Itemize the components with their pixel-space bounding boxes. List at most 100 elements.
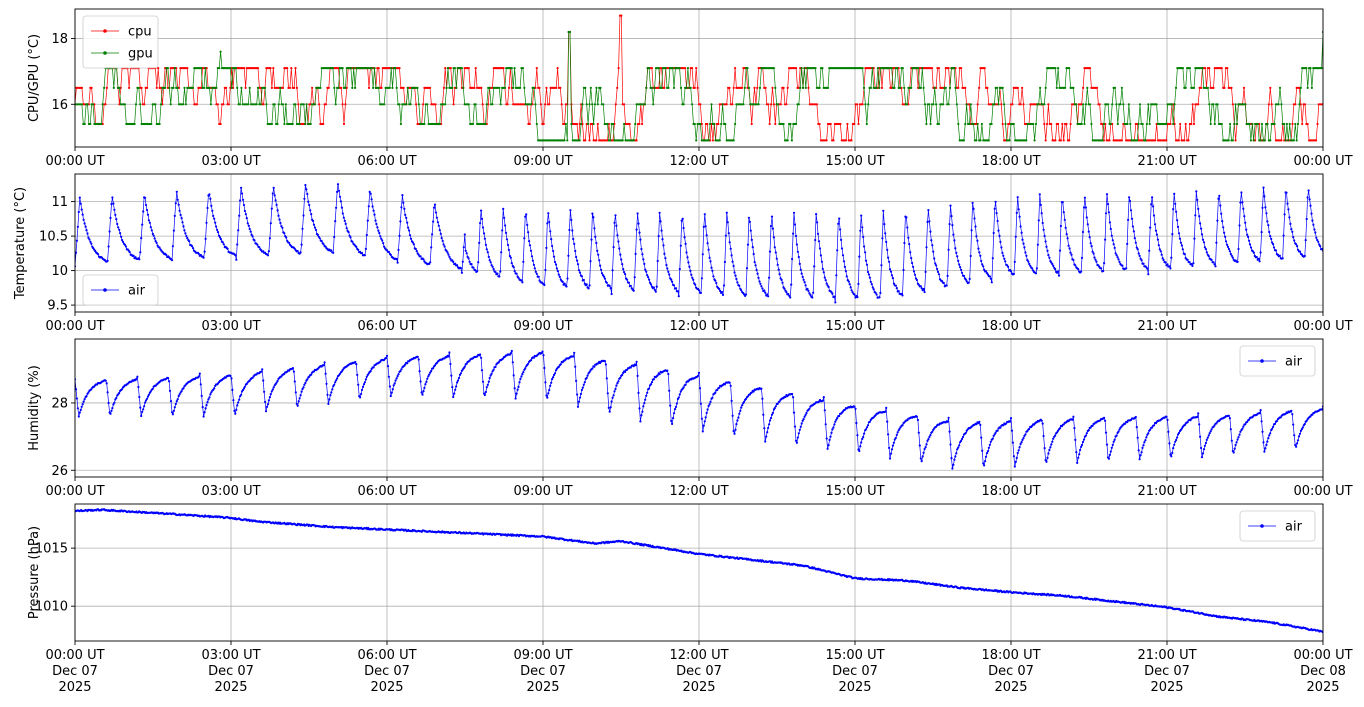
data-point bbox=[1296, 442, 1299, 445]
data-point bbox=[175, 190, 178, 193]
data-point bbox=[777, 268, 780, 271]
data-point bbox=[731, 414, 734, 417]
data-point bbox=[214, 221, 217, 224]
data-point bbox=[267, 399, 270, 402]
data-point bbox=[118, 228, 121, 231]
data-point bbox=[1184, 86, 1187, 89]
data-point bbox=[340, 206, 343, 209]
data-point bbox=[312, 219, 315, 223]
data-point bbox=[1092, 252, 1095, 255]
data-point bbox=[713, 122, 716, 126]
data-point bbox=[1294, 103, 1297, 106]
data-point bbox=[303, 383, 306, 386]
data-point bbox=[426, 103, 429, 106]
data-point bbox=[388, 86, 391, 89]
data-point bbox=[1263, 139, 1266, 142]
data-point bbox=[521, 281, 524, 284]
data-point bbox=[795, 67, 798, 70]
data-point bbox=[1144, 439, 1147, 442]
data-point bbox=[686, 256, 689, 259]
data-point bbox=[1062, 211, 1065, 214]
data-point bbox=[865, 426, 869, 429]
legend-frame bbox=[1239, 345, 1316, 377]
data-point bbox=[377, 86, 380, 89]
data-point bbox=[1285, 122, 1288, 126]
data-point bbox=[1080, 256, 1084, 259]
data-point bbox=[960, 437, 964, 441]
data-point bbox=[544, 103, 547, 106]
data-point bbox=[310, 213, 313, 216]
data-point bbox=[611, 396, 614, 399]
data-point bbox=[272, 67, 275, 70]
data-point bbox=[667, 270, 670, 273]
data-point bbox=[1019, 442, 1022, 445]
data-point bbox=[947, 67, 950, 70]
data-point bbox=[664, 67, 667, 70]
data-point bbox=[599, 264, 602, 267]
data-point bbox=[890, 448, 894, 451]
data-point bbox=[890, 67, 893, 70]
data-point bbox=[1269, 139, 1272, 142]
data-point bbox=[374, 219, 377, 222]
data-point bbox=[983, 464, 986, 467]
data-point bbox=[997, 229, 1000, 232]
data-point bbox=[1223, 231, 1226, 234]
data-point bbox=[480, 217, 484, 220]
data-point bbox=[521, 67, 525, 70]
data-point bbox=[256, 243, 259, 246]
panel-3: 00:00 UT 03:00 UT 06:00 UT 09:00 UT 12:00 UT… bbox=[27, 338, 1353, 499]
data-point bbox=[178, 393, 181, 396]
data-point bbox=[1108, 453, 1111, 456]
data-point bbox=[751, 246, 754, 249]
data-point bbox=[151, 387, 154, 390]
data-point bbox=[800, 67, 803, 70]
data-point bbox=[643, 402, 646, 405]
data-point bbox=[828, 438, 831, 441]
data-point bbox=[1111, 103, 1114, 106]
data-point bbox=[888, 446, 891, 449]
data-point bbox=[283, 232, 286, 235]
data-point bbox=[668, 273, 671, 276]
data-point bbox=[118, 86, 121, 89]
data-point bbox=[1102, 269, 1105, 273]
data-point bbox=[553, 372, 557, 375]
data-point bbox=[325, 382, 328, 385]
data-point bbox=[814, 67, 817, 70]
data-point bbox=[895, 287, 898, 290]
data-point bbox=[1257, 257, 1260, 260]
data-point bbox=[305, 188, 308, 191]
data-point bbox=[417, 253, 420, 256]
data-point bbox=[1269, 235, 1272, 238]
data-point bbox=[195, 103, 199, 106]
data-point bbox=[1077, 456, 1080, 459]
data-point bbox=[310, 373, 313, 376]
data-point bbox=[395, 257, 398, 261]
data-point bbox=[731, 260, 734, 263]
data-point bbox=[750, 391, 753, 394]
data-point bbox=[459, 372, 462, 375]
data-point bbox=[894, 436, 897, 440]
data-point bbox=[522, 260, 525, 263]
data-point bbox=[652, 286, 656, 289]
data-point bbox=[901, 67, 904, 70]
data-point bbox=[672, 284, 676, 287]
data-point bbox=[574, 249, 577, 253]
data-point bbox=[689, 269, 692, 272]
data-point bbox=[1172, 208, 1175, 211]
data-point bbox=[871, 286, 874, 289]
data-point bbox=[329, 394, 332, 397]
data-point bbox=[429, 371, 432, 374]
data-point bbox=[1213, 122, 1216, 126]
data-point bbox=[1205, 438, 1208, 441]
data-point bbox=[499, 270, 502, 273]
data-point bbox=[699, 122, 702, 126]
data-point bbox=[832, 426, 835, 429]
data-point bbox=[1065, 122, 1068, 126]
data-point bbox=[467, 257, 470, 260]
data-point bbox=[755, 268, 758, 272]
data-point bbox=[1144, 139, 1147, 142]
data-point bbox=[838, 414, 841, 418]
data-point bbox=[1059, 139, 1062, 142]
data-point bbox=[1177, 431, 1181, 435]
data-point bbox=[1268, 230, 1271, 234]
